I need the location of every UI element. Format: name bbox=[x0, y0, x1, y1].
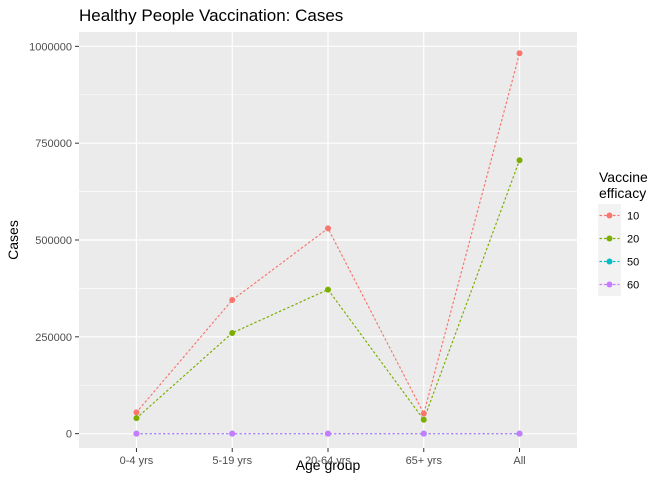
series-points bbox=[133, 50, 523, 437]
y-tick-label: 1000000 bbox=[29, 41, 72, 53]
x-tick-label: 65+ yrs bbox=[406, 455, 443, 467]
plot-panel bbox=[79, 32, 577, 448]
x-tick-label: All bbox=[513, 455, 525, 467]
x-tick-label: 5-19 yrs bbox=[212, 455, 252, 467]
legend-label: 60 bbox=[627, 280, 639, 292]
legend-key-point bbox=[606, 258, 613, 265]
y-tick-label: 750000 bbox=[35, 138, 72, 150]
legend-label: 20 bbox=[627, 234, 639, 246]
series-line-20 bbox=[135, 159, 521, 421]
legend-items: 10 20 50 60 bbox=[598, 204, 639, 296]
data-point-20 bbox=[325, 286, 331, 293]
legend-title-line-1: Vaccine bbox=[599, 169, 648, 185]
data-point-10 bbox=[133, 409, 140, 416]
data-point-60 bbox=[229, 430, 236, 437]
data-point-60 bbox=[133, 430, 140, 437]
data-point-10 bbox=[325, 225, 331, 232]
x-tick-label: 20-64 yrs bbox=[305, 455, 351, 467]
legend-title: Vaccine efficacy bbox=[599, 169, 652, 201]
legend: Vaccine efficacy 10 20 50 60 bbox=[598, 169, 652, 296]
legend-label: 50 bbox=[627, 257, 639, 269]
legend-item-20: 20 bbox=[598, 227, 639, 250]
y-tick-label: 0 bbox=[66, 429, 72, 441]
data-point-20 bbox=[229, 329, 236, 336]
legend-key-point bbox=[606, 212, 613, 219]
y-tick-label: 500000 bbox=[35, 235, 72, 247]
data-point-10 bbox=[420, 410, 427, 417]
y-axis-title: Cases bbox=[5, 220, 21, 260]
x-tick-label: 0-4 yrs bbox=[120, 455, 154, 467]
data-point-60 bbox=[516, 430, 523, 437]
data-point-20 bbox=[133, 415, 140, 422]
chart-title: Healthy People Vaccination: Cases bbox=[79, 6, 343, 25]
legend-item-50: 50 bbox=[598, 250, 639, 273]
legend-title-line-2: efficacy bbox=[599, 185, 646, 201]
legend-label: 10 bbox=[627, 211, 639, 223]
legend-key-point bbox=[606, 281, 613, 288]
data-point-10 bbox=[516, 50, 523, 57]
grid-lines bbox=[79, 32, 577, 448]
data-point-20 bbox=[420, 416, 427, 423]
legend-item-10: 10 bbox=[598, 204, 639, 227]
legend-item-60: 60 bbox=[598, 273, 639, 296]
legend-key-point bbox=[606, 235, 613, 242]
data-point-60 bbox=[420, 430, 427, 437]
x-axis-title: Age group bbox=[296, 457, 361, 473]
y-tick-label: 250000 bbox=[35, 332, 72, 344]
data-point-60 bbox=[325, 430, 331, 437]
y-axis: 0 250000 500000 750000 1000000 bbox=[29, 41, 79, 441]
x-axis: 0-4 yrs 5-19 yrs 20-64 yrs 65+ yrs All bbox=[120, 448, 526, 467]
data-point-20 bbox=[516, 157, 523, 164]
data-point-10 bbox=[229, 297, 236, 304]
